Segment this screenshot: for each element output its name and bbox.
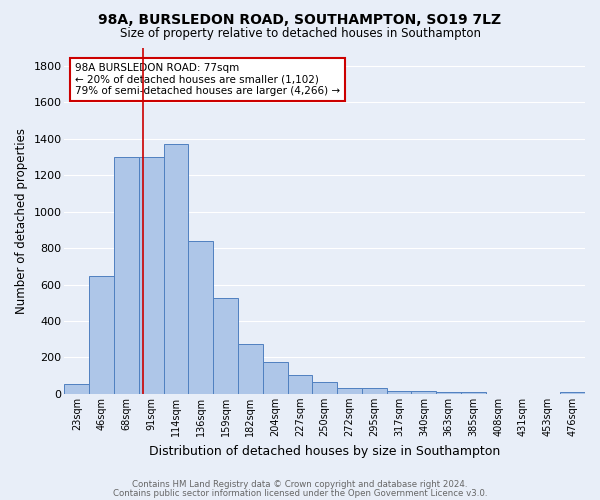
Bar — [213, 298, 238, 394]
Bar — [461, 392, 486, 394]
Bar — [313, 382, 337, 394]
Bar — [139, 157, 164, 394]
Text: 98A, BURSLEDON ROAD, SOUTHAMPTON, SO19 7LZ: 98A, BURSLEDON ROAD, SOUTHAMPTON, SO19 7… — [98, 12, 502, 26]
Bar — [89, 276, 114, 394]
Bar — [287, 374, 313, 394]
Bar — [337, 388, 362, 394]
Bar — [560, 392, 585, 394]
Text: 98A BURSLEDON ROAD: 77sqm
← 20% of detached houses are smaller (1,102)
79% of se: 98A BURSLEDON ROAD: 77sqm ← 20% of detac… — [75, 63, 340, 96]
Bar — [64, 384, 89, 394]
X-axis label: Distribution of detached houses by size in Southampton: Distribution of detached houses by size … — [149, 444, 500, 458]
Bar — [188, 240, 213, 394]
Text: Contains public sector information licensed under the Open Government Licence v3: Contains public sector information licen… — [113, 489, 487, 498]
Bar — [263, 362, 287, 394]
Bar — [412, 391, 436, 394]
Y-axis label: Number of detached properties: Number of detached properties — [15, 128, 28, 314]
Bar — [436, 392, 461, 394]
Bar — [362, 388, 386, 394]
Bar — [238, 344, 263, 394]
Text: Size of property relative to detached houses in Southampton: Size of property relative to detached ho… — [119, 28, 481, 40]
Bar — [114, 157, 139, 394]
Bar — [386, 391, 412, 394]
Bar — [164, 144, 188, 394]
Text: Contains HM Land Registry data © Crown copyright and database right 2024.: Contains HM Land Registry data © Crown c… — [132, 480, 468, 489]
